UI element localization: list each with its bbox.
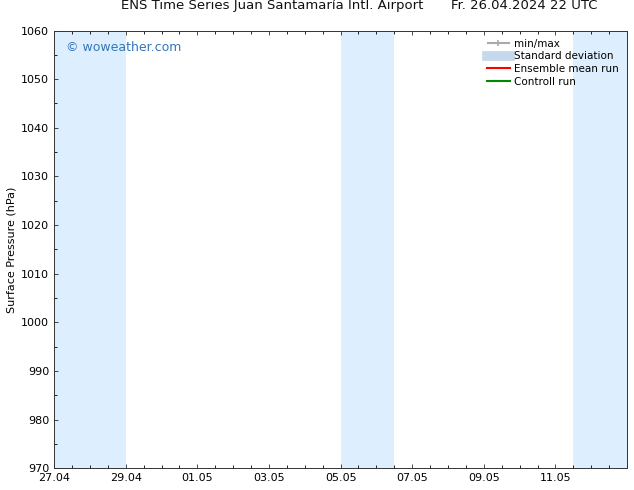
Bar [54, 30, 90, 468]
Legend: min/max, Standard deviation, Ensemble mean run, Controll run: min/max, Standard deviation, Ensemble me… [484, 36, 622, 90]
Text: ENS Time Series Juan Santamaría Intl. Airport: ENS Time Series Juan Santamaría Intl. Ai… [120, 0, 423, 12]
Bar [90, 30, 126, 468]
Y-axis label: Surface Pressure (hPa): Surface Pressure (hPa) [7, 186, 17, 313]
Text: Fr. 26.04.2024 22 UTC: Fr. 26.04.2024 22 UTC [451, 0, 597, 12]
Text: © woweather.com: © woweather.com [65, 42, 181, 54]
Bar [340, 30, 394, 468]
Bar [573, 30, 627, 468]
